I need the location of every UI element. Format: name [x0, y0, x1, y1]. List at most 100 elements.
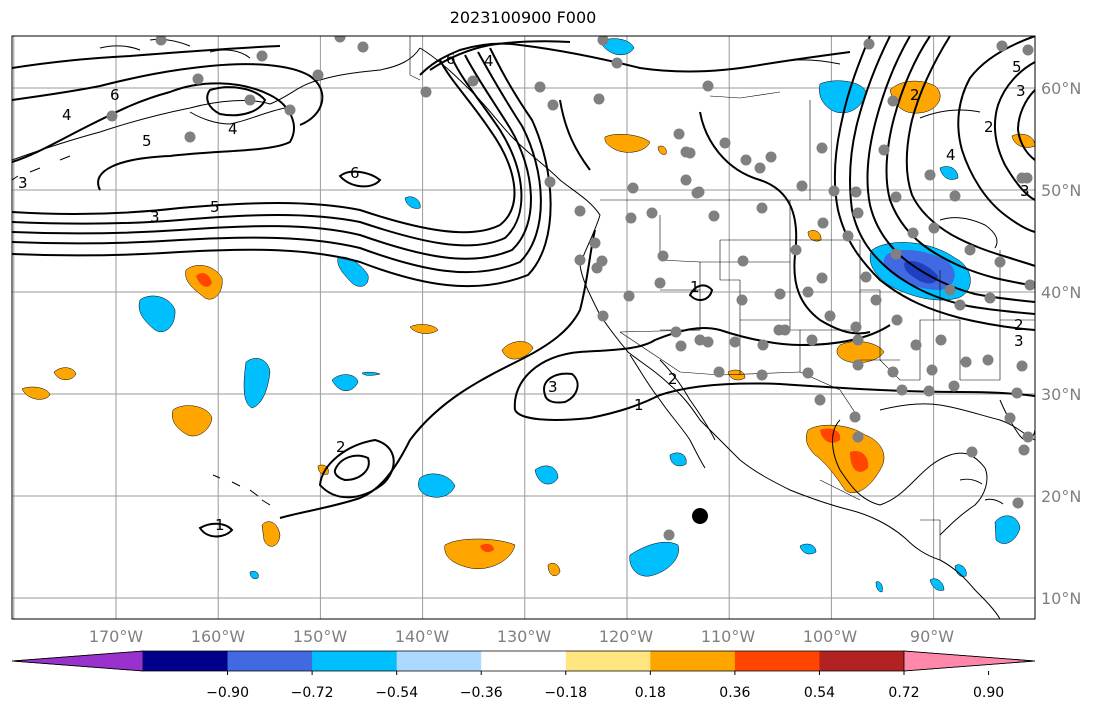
station-dot: [996, 40, 1008, 52]
colorbar-extend-low: [11, 650, 144, 672]
shade-blue: [799, 543, 817, 555]
shade-blue: [249, 571, 259, 579]
contour-label: 3: [1014, 332, 1024, 350]
lon-label: 120°W: [599, 627, 654, 646]
station-dot: [890, 191, 902, 203]
colorbar-swatch: [734, 651, 820, 671]
station-dot: [1018, 444, 1030, 456]
colorbar-tick-label: −0.90: [206, 685, 249, 701]
station-dot: [994, 256, 1006, 268]
shade-blue: [599, 38, 635, 55]
station-dot: [756, 369, 768, 381]
contour-labels: 6 4 5 4 3 3 5 6 6 4 1 2 3 1 2 1 2 3 4 5 …: [18, 50, 1030, 534]
station-dot: [757, 339, 769, 351]
station-dot: [625, 212, 637, 224]
station-dot: [597, 310, 609, 322]
colorbar-tick-label: −0.72: [291, 685, 334, 701]
station-dot: [596, 255, 608, 267]
contour-label: 3: [1016, 82, 1026, 100]
colorbar-swatch: [396, 651, 482, 671]
anomaly-shading: [21, 38, 1035, 593]
station-dot: [852, 431, 864, 443]
lon-labels: 170°W 160°W 150°W 140°W 130°W 120°W 110°…: [89, 627, 954, 646]
station-dot: [719, 137, 731, 149]
station-dot: [944, 284, 956, 296]
station-dot: [802, 367, 814, 379]
station-dot: [923, 385, 935, 397]
shade-orange: [547, 562, 561, 577]
shade-blue: [629, 541, 679, 577]
station-dot: [1022, 431, 1034, 443]
station-dot: [948, 380, 960, 392]
colorbar-swatch: [227, 651, 313, 671]
station-dot: [673, 128, 685, 140]
station-dot: [357, 41, 369, 53]
contour-label: 4: [946, 146, 956, 164]
lon-label: 140°W: [395, 627, 450, 646]
station-dot: [694, 334, 706, 346]
lat-label: 20°N: [1041, 487, 1081, 506]
colorbar-tick-label: −0.54: [375, 685, 418, 701]
station-dot: [467, 75, 479, 87]
lat-labels: 60°N 50°N 40°N 30°N 20°N 10°N: [1041, 79, 1081, 608]
station-dot: [680, 146, 692, 158]
contour-label: 4: [484, 52, 494, 70]
station-dot: [910, 339, 922, 351]
station-dot: [849, 411, 861, 423]
station-dot: [713, 366, 725, 378]
station-dot: [754, 162, 766, 174]
contour-label: 2: [336, 438, 346, 456]
station-dot: [984, 292, 996, 304]
station-dot: [736, 294, 748, 306]
station-dot: [774, 288, 786, 300]
station-dot: [960, 356, 972, 368]
station-dot: [680, 174, 692, 186]
station-dot: [814, 394, 826, 406]
colorbar-tick-label: 0.90: [973, 685, 1004, 701]
station-dot: [817, 217, 829, 229]
station-dot: [184, 131, 196, 143]
shade-blue: [534, 465, 559, 485]
colorbar-extend-high: [903, 650, 1036, 672]
contour-label: 2: [910, 86, 920, 104]
station-dot: [675, 340, 687, 352]
shade-blue: [331, 374, 359, 391]
shade-orange: [409, 324, 439, 334]
station-dot: [155, 36, 167, 46]
station-dot: [907, 227, 919, 239]
station-dot: [534, 81, 546, 93]
lat-label: 40°N: [1041, 283, 1081, 302]
station-dot: [954, 299, 966, 311]
station-dot: [663, 529, 675, 541]
contour-label: 1: [215, 516, 225, 534]
station-dot: [949, 190, 961, 202]
station-dot: [627, 182, 639, 194]
colorbar-tick-label: 0.54: [804, 685, 835, 701]
station-dot: [796, 180, 808, 192]
contour-label: 4: [62, 106, 72, 124]
colorbar-outline: [11, 650, 1036, 672]
colorbar-swatch: [650, 651, 736, 671]
contour-label: 6: [110, 86, 120, 104]
shade-orange: [604, 134, 651, 153]
station-dots: [106, 36, 1035, 541]
shade-orange: [444, 538, 516, 570]
station-dot: [192, 73, 204, 85]
station-dot: [860, 271, 872, 283]
lon-label: 90°W: [910, 627, 954, 646]
station-dot: [574, 205, 586, 217]
station-dot: [896, 384, 908, 396]
colorbar-tick-label: 0.36: [719, 685, 750, 701]
station-dot: [729, 336, 741, 348]
station-dot: [244, 94, 256, 106]
station-dot: [670, 326, 682, 338]
shade-orange: [807, 230, 822, 242]
station-dot: [842, 230, 854, 242]
station-dot: [1021, 172, 1033, 184]
station-dot: [702, 80, 714, 92]
shade-blue: [929, 578, 945, 591]
shade-orange: [727, 369, 746, 381]
contour-label: 3: [18, 174, 28, 192]
contour-label: 5: [1012, 58, 1022, 76]
contour-label: 1: [634, 396, 644, 414]
